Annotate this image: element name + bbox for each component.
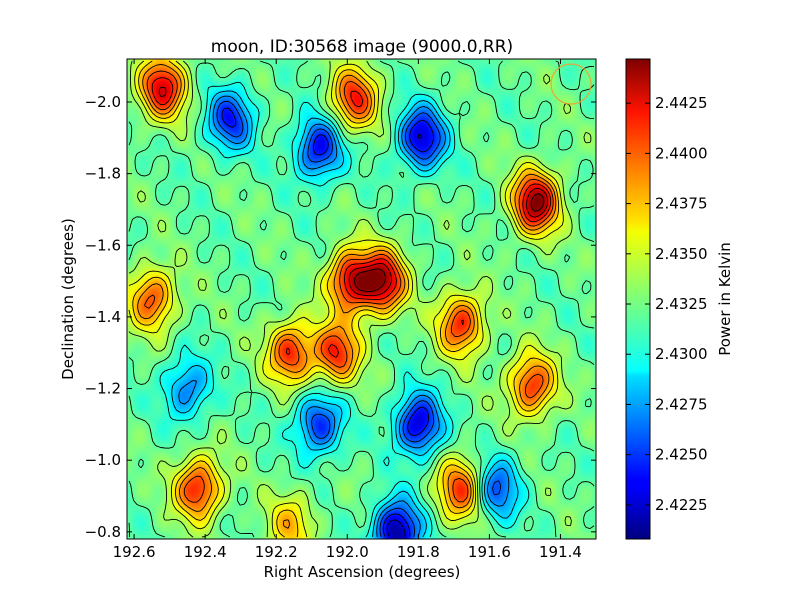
contour-line bbox=[151, 77, 552, 358]
y-tick-label: −1.2 bbox=[85, 380, 121, 398]
colorbar-tick-label: 2.4325 bbox=[655, 295, 708, 313]
contour-line bbox=[144, 70, 554, 503]
x-tick-label: 192.6 bbox=[113, 543, 156, 561]
contour-line bbox=[137, 63, 557, 529]
x-tick-label: 192.4 bbox=[184, 543, 227, 561]
contour-line bbox=[159, 82, 530, 538]
x-axis-label: Right Ascension (degrees) bbox=[264, 563, 461, 581]
contour-line bbox=[386, 133, 423, 538]
contour-lines bbox=[128, 60, 595, 538]
contour-line bbox=[158, 86, 549, 297]
colorbar-label: Power in Kelvin bbox=[716, 242, 734, 356]
plot-frame bbox=[126, 58, 597, 540]
colorbar-tick-label: 2.4275 bbox=[655, 395, 708, 413]
chart-title: moon, ID:30568 image (9000.0,RR) bbox=[211, 37, 513, 57]
colorbar: 2.4225 2.4250 2.4275 2.4300 2.4325 2.4350 2.43… bbox=[625, 58, 734, 540]
y-tick-label: −1.4 bbox=[85, 308, 121, 326]
contour-line bbox=[128, 60, 564, 538]
contour-line bbox=[221, 107, 435, 538]
plot-area bbox=[126, 58, 597, 540]
colorbar-tick-label: 2.4425 bbox=[655, 94, 708, 112]
y-axis: −0.8 −1.0 −1.2 −1.4 −1.6 −1.8 −2.0 bbox=[85, 93, 596, 541]
x-tick-label: 191.4 bbox=[539, 543, 582, 561]
colorbar-ticks: 2.4225 2.4250 2.4275 2.4300 2.4325 2.4350 2.43… bbox=[626, 94, 708, 514]
y-tick-label: −2.0 bbox=[85, 93, 121, 111]
x-tick-label: 192.2 bbox=[255, 543, 298, 561]
colorbar-tick-label: 2.4300 bbox=[655, 345, 708, 363]
colorbar-tick-label: 2.4250 bbox=[655, 446, 708, 464]
colorbar-tick-label: 2.4225 bbox=[655, 496, 708, 514]
contour-line bbox=[128, 60, 592, 538]
colorbar-tick-label: 2.4400 bbox=[655, 144, 708, 162]
y-tick-label: −0.8 bbox=[85, 523, 121, 541]
y-axis-label: Declination (degrees) bbox=[59, 218, 77, 380]
contour-line bbox=[216, 100, 501, 538]
colorbar-tick-label: 2.4350 bbox=[655, 245, 708, 263]
x-tick-label: 191.8 bbox=[397, 543, 440, 561]
x-tick-label: 192.0 bbox=[326, 543, 369, 561]
y-tick-label: −1.0 bbox=[85, 451, 121, 469]
x-tick-label: 191.6 bbox=[468, 543, 511, 561]
contour-line bbox=[128, 60, 595, 538]
contour-line bbox=[132, 60, 560, 538]
colorbar-tick-label: 2.4375 bbox=[655, 195, 708, 213]
contour-line bbox=[171, 90, 519, 538]
contour-line bbox=[353, 193, 545, 293]
colorbar-gradient bbox=[625, 58, 651, 540]
beam-marker bbox=[550, 63, 592, 105]
y-tick-label: −1.6 bbox=[85, 236, 121, 254]
y-tick-label: −1.8 bbox=[85, 165, 121, 183]
contour-line bbox=[178, 95, 510, 538]
x-axis: 192.6 192.4 192.2 192.0 191.8 191.6 191.4 bbox=[113, 59, 582, 561]
